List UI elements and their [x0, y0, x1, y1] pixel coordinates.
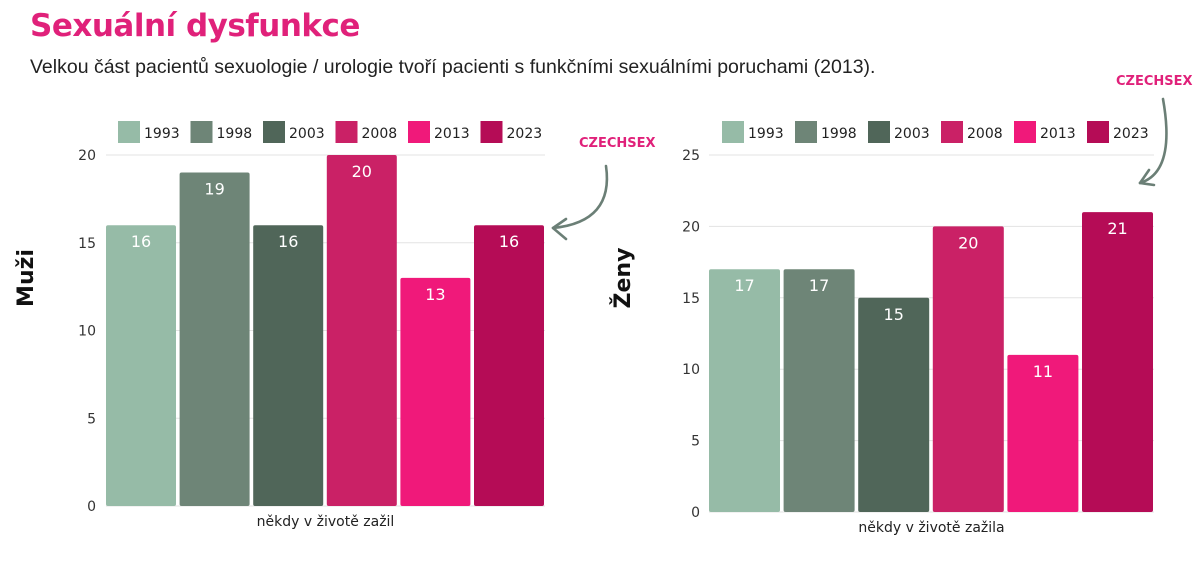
legend-swatch-1993	[118, 121, 140, 143]
legend-swatch-2023	[1087, 121, 1109, 143]
curved-arrow-icon	[551, 164, 609, 230]
legend-label-1998: 1998	[217, 126, 253, 142]
bar-value-label: 20	[958, 233, 978, 252]
bar-1993	[106, 225, 176, 506]
legend-swatch-1993	[722, 121, 744, 143]
y-tick-label: 0	[691, 505, 700, 521]
bar-value-label: 19	[204, 180, 224, 199]
x-axis-label: někdy v životě zažil	[257, 514, 395, 530]
y-tick-label: 10	[78, 324, 96, 340]
bar-value-label: 16	[131, 232, 151, 251]
legend-label-1993: 1993	[748, 126, 784, 142]
brand-label: CZECHSEX	[579, 136, 656, 151]
legend-label-2013: 2013	[434, 126, 470, 142]
arrow-head-icon	[1138, 168, 1156, 187]
bar-2008	[326, 155, 397, 506]
y-tick-label: 25	[682, 148, 700, 164]
legend-label-2003: 2003	[894, 126, 930, 142]
bar-value-label: 13	[425, 285, 445, 304]
x-axis-label: někdy v životě zažila	[858, 520, 1004, 536]
page-subtitle: Velkou část pacientů sexuologie / urolog…	[30, 56, 876, 78]
y-tick-label: 15	[682, 291, 700, 307]
legend-label-2008: 2008	[362, 126, 398, 142]
y-tick-label: 5	[87, 411, 96, 427]
legend-label-2008: 2008	[967, 126, 1003, 142]
bar-value-label: 21	[1107, 219, 1127, 238]
bar-2013	[1007, 354, 1079, 512]
arrow-head-icon	[551, 217, 568, 241]
legend-label-2023: 2023	[1113, 126, 1149, 142]
bar-1998	[783, 269, 855, 512]
y-tick-label: 20	[78, 148, 96, 164]
bar-2023	[474, 225, 544, 506]
y-axis-label: Muži	[14, 249, 39, 307]
legend-swatch-2008	[941, 121, 963, 143]
bar-2003	[253, 225, 324, 506]
brand-label: CZECHSEX	[1116, 74, 1193, 89]
y-tick-label: 20	[682, 219, 700, 235]
legend-swatch-2003	[868, 121, 890, 143]
legend-label-1993: 1993	[144, 126, 180, 142]
legend-label-2003: 2003	[289, 126, 325, 142]
y-tick-label: 10	[682, 362, 700, 378]
legend-label-2023: 2023	[507, 126, 543, 142]
legend-swatch-2013	[408, 121, 430, 143]
legend-swatch-1998	[795, 121, 817, 143]
y-tick-label: 15	[78, 236, 96, 252]
bar-value-label: 16	[278, 232, 298, 251]
bar-value-label: 11	[1033, 362, 1053, 381]
legend-swatch-2023	[480, 121, 503, 143]
bar-1998	[179, 172, 250, 507]
legend-swatch-2003	[263, 121, 285, 143]
legend-swatch-2008	[335, 121, 358, 143]
curved-arrow-icon	[1138, 97, 1168, 185]
bar-2023	[1082, 212, 1153, 512]
legend-swatch-1998	[190, 121, 213, 143]
y-axis-label: Ženy	[610, 248, 636, 309]
bar-value-label: 15	[884, 305, 904, 324]
bar-2013	[400, 277, 471, 506]
bar-value-label: 17	[809, 276, 829, 295]
y-tick-label: 5	[691, 434, 700, 450]
page-title: Sexuální dysfunkce	[30, 8, 360, 44]
bar-1993	[709, 269, 780, 512]
legend-swatch-2013	[1014, 121, 1036, 143]
y-tick-label: 0	[87, 499, 96, 515]
bar-2008	[932, 226, 1004, 512]
legend-label-1998: 1998	[821, 126, 857, 142]
legend-label-2013: 2013	[1040, 126, 1076, 142]
bar-value-label: 16	[499, 232, 519, 251]
bar-value-label: 17	[734, 276, 754, 295]
bar-2003	[858, 297, 930, 512]
bar-value-label: 20	[352, 162, 372, 181]
